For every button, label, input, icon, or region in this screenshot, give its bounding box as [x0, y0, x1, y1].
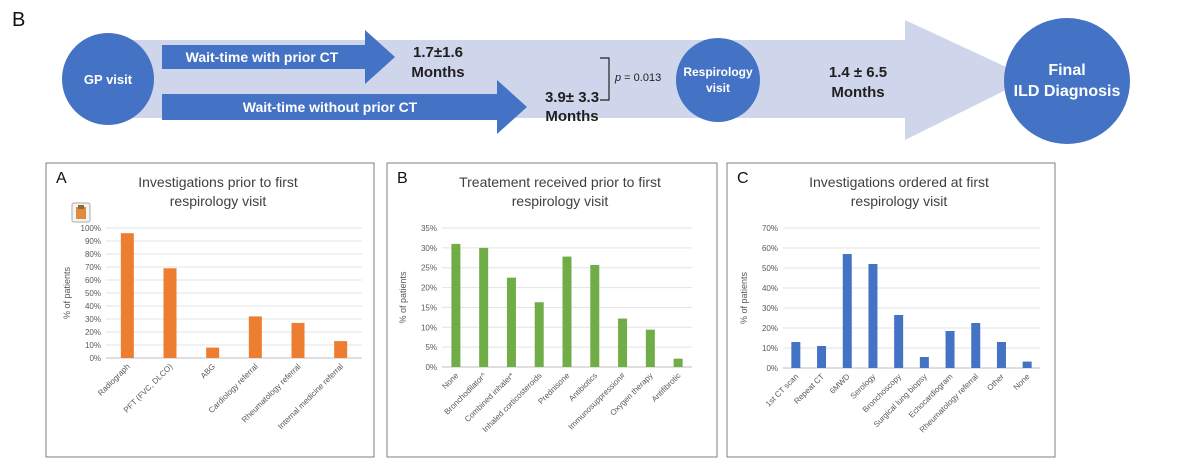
y-tick-label: 50%: [85, 289, 101, 298]
bar-6: [618, 318, 628, 367]
y-tick-label: 40%: [85, 302, 101, 311]
y-tick-label: 30%: [421, 244, 437, 253]
wait-with-ct-arrow: [162, 30, 395, 84]
y-tick-label: 0%: [766, 364, 778, 373]
chart-title-line1: Treatement received prior to first: [459, 174, 661, 190]
chart-title-line1: Investigations ordered at first: [809, 174, 989, 190]
bar-3: [868, 264, 878, 368]
y-tick-label: 30%: [85, 315, 101, 324]
y-tick-label: 30%: [762, 304, 778, 313]
bar-8: [996, 342, 1006, 368]
bar-5: [590, 264, 600, 367]
final-wait-unit: Months: [831, 84, 884, 101]
chart-panel-label: A: [56, 170, 67, 187]
y-tick-label: 20%: [85, 328, 101, 337]
p-value-number: = 0.013: [621, 72, 661, 84]
wait-with-ct-label: Wait-time with prior CT: [186, 49, 339, 65]
chart-title-line2: respirology visit: [170, 193, 267, 209]
y-axis-label: % of patients: [62, 266, 72, 319]
respirology-visit-line2: visit: [706, 81, 730, 95]
respirology-visit-line1: Respirology: [683, 65, 753, 79]
bar-6: [945, 331, 955, 368]
gp-visit-label: GP visit: [84, 72, 133, 87]
bar-9: [1022, 361, 1032, 368]
bar-5: [919, 357, 929, 368]
y-tick-label: 0%: [89, 354, 101, 363]
p-value-text: p = 0.013: [614, 72, 661, 84]
clipboard-icon-clip: [78, 205, 84, 209]
y-tick-label: 70%: [762, 224, 778, 233]
chart-frame: [45, 162, 375, 458]
p-value-bracket: [600, 57, 610, 101]
bar-0: [451, 243, 461, 367]
wait-without-ct-value: 3.9± 3.3: [545, 89, 599, 106]
y-tick-label: 70%: [85, 263, 101, 272]
wait-without-ct-unit: Months: [545, 108, 598, 125]
charts-group: A Investigations prior to first respirolog…: [45, 162, 1056, 458]
y-tick-label: 10%: [85, 341, 101, 350]
final-diagnosis-line2: ILD Diagnosis: [1014, 83, 1121, 100]
y-tick-label: 50%: [762, 264, 778, 273]
bar-1: [479, 247, 489, 367]
bar-4: [291, 322, 305, 358]
chart-frame: [386, 162, 718, 458]
wait-without-ct-arrow: [162, 80, 527, 134]
y-tick-label: 0%: [425, 363, 437, 372]
gp-visit-circle: [62, 33, 154, 125]
bar-1: [163, 268, 177, 358]
p-value-symbol: p: [614, 72, 621, 84]
chart-panel-label: C: [737, 170, 749, 187]
chart-panel-a: A Investigations prior to first respirolog…: [45, 162, 375, 458]
chart-title-line1: Investigations prior to first: [138, 174, 298, 190]
y-tick-label: 40%: [762, 284, 778, 293]
chart-panel-c: C Investigations ordered at first respirol…: [726, 162, 1056, 458]
y-tick-label: 90%: [85, 237, 101, 246]
bar-4: [562, 256, 572, 367]
chart-panel-b: B Treatement received prior to first respi…: [386, 162, 718, 458]
bar-7: [971, 323, 981, 368]
y-tick-label: 60%: [85, 276, 101, 285]
bar-2: [842, 254, 852, 368]
bar-0: [120, 233, 134, 358]
bar-8: [673, 358, 683, 367]
bar-4: [894, 315, 904, 368]
respirology-visit-circle: [676, 38, 760, 122]
y-tick-label: 35%: [421, 224, 437, 233]
chart-panel-label: B: [397, 170, 408, 187]
bar-2: [506, 277, 516, 367]
y-tick-label: 10%: [762, 344, 778, 353]
wait-with-ct-unit: Months: [411, 64, 464, 81]
bar-3: [534, 302, 544, 367]
flow-diagram: B GP visit Wait-time with prior CT 1.7±1…: [12, 9, 1130, 144]
y-axis-label: % of patients: [398, 271, 408, 324]
y-tick-label: 5%: [425, 343, 437, 352]
bar-1: [817, 346, 827, 368]
y-tick-label: 15%: [421, 303, 437, 312]
bar-5: [334, 341, 348, 358]
clipboard-icon-body: [76, 207, 86, 219]
y-tick-label: 60%: [762, 244, 778, 253]
bar-0: [791, 342, 801, 368]
clipboard-icon: [71, 202, 91, 223]
chart-frame: [726, 162, 1056, 458]
wait-without-ct-label: Wait-time without prior CT: [243, 99, 418, 115]
y-tick-label: 20%: [762, 324, 778, 333]
y-tick-label: 25%: [421, 264, 437, 273]
wait-with-ct-value: 1.7±1.6: [413, 44, 463, 61]
y-tick-label: 20%: [421, 284, 437, 293]
y-tick-label: 80%: [85, 250, 101, 259]
chart-title-line2: respirology visit: [512, 193, 609, 209]
final-diagnosis-line1: Final: [1048, 62, 1085, 79]
y-tick-label: 10%: [421, 323, 437, 332]
bar-7: [645, 329, 655, 367]
final-diagnosis-circle: [1004, 18, 1130, 144]
flow-panel-label: B: [12, 9, 25, 31]
y-tick-label: 100%: [81, 224, 101, 233]
y-axis-label: % of patients: [739, 271, 749, 324]
bar-3: [248, 316, 262, 358]
bar-2: [206, 347, 220, 358]
final-wait-value: 1.4 ± 6.5: [829, 64, 887, 81]
chart-title-line2: respirology visit: [851, 193, 948, 209]
